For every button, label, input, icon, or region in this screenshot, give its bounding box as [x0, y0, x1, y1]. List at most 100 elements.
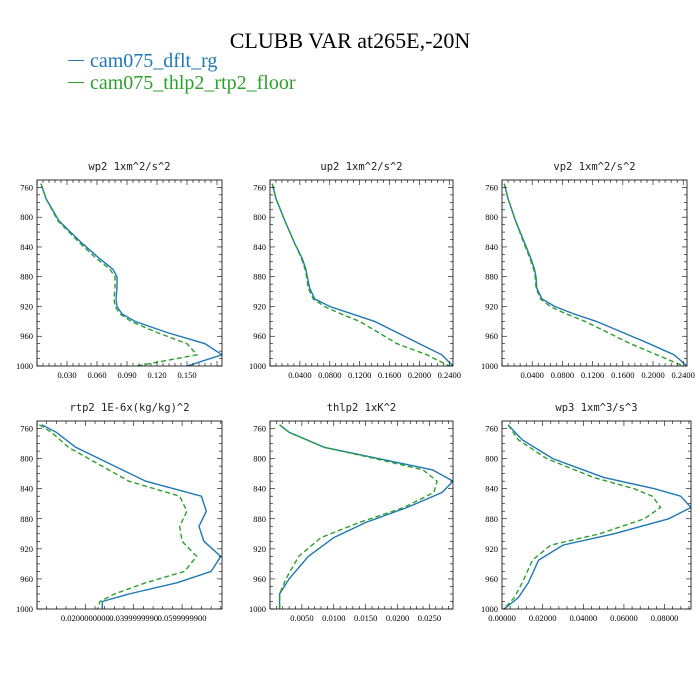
x-tick-label: 0.0150 [354, 613, 377, 623]
y-tick-label: 920 [485, 301, 498, 311]
legend-swatch-dflt [68, 59, 84, 61]
y-tick-label: 880 [253, 514, 266, 524]
y-tick-label: 880 [253, 272, 266, 282]
y-tick-label: 840 [485, 484, 498, 494]
x-tick-label: 0.0250 [418, 613, 441, 623]
y-tick-label: 960 [253, 331, 266, 341]
y-tick-label: 960 [485, 331, 498, 341]
y-tick-label: 760 [20, 182, 33, 192]
y-tick-label: 1000 [16, 361, 33, 371]
series-line-floor [271, 183, 450, 366]
x-tick-label: 0.0100 [322, 613, 345, 623]
x-tick-label: 0.030 [57, 370, 76, 380]
y-tick-label: 760 [485, 424, 498, 434]
y-tick-label: 800 [253, 454, 266, 464]
plot-frame [501, 179, 688, 367]
x-tick-label: 0.1200 [348, 370, 371, 380]
x-tick-label: 0.0400 [288, 370, 311, 380]
y-tick-label: 920 [485, 544, 498, 554]
y-tick-label: 880 [485, 272, 498, 282]
x-tick-label: 0.2000 [641, 370, 664, 380]
legend: cam075_dflt_rg cam075_thlp2_rtp2_floor [68, 50, 296, 94]
y-tick-label: 840 [20, 242, 33, 252]
y-tick-label: 1000 [249, 361, 266, 371]
x-tick-label: 0.08000 [651, 613, 679, 623]
y-tick-label: 960 [485, 574, 498, 584]
x-tick-label: 0.0400 [521, 370, 544, 380]
y-tick-label: 760 [253, 182, 266, 192]
x-tick-label: 0.150 [177, 370, 196, 380]
series-line-floor [40, 183, 199, 366]
y-tick-label: 840 [253, 242, 266, 252]
y-tick-label: 960 [20, 331, 33, 341]
panel-1: wp2 1xm^2/s^2 760 800 840 880 920 960 1000 0.030… [16, 161, 223, 380]
plot-frame [501, 420, 692, 610]
panel-2: up2 1xm^2/s^2 760 800 840 880 920 960 1000 0.040… [249, 161, 461, 380]
x-tick-label: 0.0399999990 [109, 613, 158, 623]
legend-entry-dflt: cam075_dflt_rg [68, 50, 296, 72]
y-tick-label: 800 [485, 454, 498, 464]
series-line-dflt [41, 424, 222, 609]
x-tick-label: 0.1200 [581, 370, 604, 380]
x-tick-label: 0.0050 [290, 613, 313, 623]
legend-label-floor: cam075_thlp2_rtp2_floor [90, 72, 296, 94]
panel-title: rtp2 1E-6x(kg/kg)^2 [69, 402, 189, 414]
x-tick-label: 0.120 [147, 370, 166, 380]
series-line-floor [503, 424, 662, 609]
y-tick-label: 840 [485, 242, 498, 252]
y-tick-label: 1000 [249, 604, 266, 614]
y-tick-label: 800 [20, 212, 33, 222]
plot-frame [269, 420, 454, 610]
chart-main-title: CLUBB VAR at265E,-20N [229, 28, 471, 53]
y-tick-label: 880 [20, 514, 33, 524]
x-tick-label: 0.00000 [488, 613, 516, 623]
plot-frame [36, 420, 223, 610]
x-tick-label: 0.2000 [408, 370, 431, 380]
series-line-dflt [271, 183, 453, 366]
y-tick-label: 760 [20, 424, 33, 434]
x-tick-label: 0.0599999900 [158, 613, 207, 623]
x-tick-label: 0.2400 [438, 370, 461, 380]
series-line-floor [278, 424, 438, 609]
panel-6: wp3 1xm^3/s^3 760 800 840 880 920 960 10000.000… [481, 402, 692, 623]
y-tick-label: 880 [20, 272, 33, 282]
y-tick-label: 760 [485, 182, 498, 192]
panel-title: vp2 1xm^2/s^2 [553, 161, 635, 173]
legend-swatch-floor [68, 81, 84, 83]
x-tick-label: 0.0200000000 [61, 613, 110, 623]
series-line-dflt [503, 424, 691, 609]
x-tick-label: 0.0800 [551, 370, 574, 380]
panel-title: up2 1xm^2/s^2 [320, 161, 402, 173]
y-tick-label: 840 [253, 484, 266, 494]
legend-entry-floor: cam075_thlp2_rtp2_floor [68, 72, 296, 94]
y-tick-label: 1000 [481, 361, 498, 371]
series-line-dflt [503, 183, 687, 366]
x-tick-label: 0.06000 [610, 613, 638, 623]
y-tick-label: 840 [20, 484, 33, 494]
y-tick-label: 760 [253, 424, 266, 434]
x-tick-label: 0.1600 [611, 370, 634, 380]
y-tick-label: 960 [253, 574, 266, 584]
panel-title: thlp2 1xK^2 [327, 402, 397, 414]
legend-label-dflt: cam075_dflt_rg [90, 50, 218, 72]
y-tick-label: 800 [20, 454, 33, 464]
x-tick-label: 0.0800 [318, 370, 341, 380]
panel-title: wp3 1xm^3/s^3 [555, 402, 637, 414]
x-tick-label: 0.02000 [529, 613, 557, 623]
y-tick-label: 880 [485, 514, 498, 524]
series-line-floor [503, 183, 684, 366]
x-tick-label: 0.1600 [378, 370, 401, 380]
y-tick-label: 920 [253, 301, 266, 311]
y-tick-label: 1000 [16, 604, 33, 614]
y-tick-label: 800 [485, 212, 498, 222]
series-line-floor [39, 424, 198, 609]
series-line-dflt [40, 183, 222, 366]
panel-title: wp2 1xm^2/s^2 [88, 161, 170, 173]
plot-frame [36, 179, 223, 367]
panel-5: thlp2 1xK^2 760 800 840 880 920 960 1000 0.0050 0… [249, 402, 454, 623]
y-tick-label: 920 [20, 301, 33, 311]
y-tick-label: 1000 [481, 604, 498, 614]
panel-4: rtp2 1E-6x(kg/kg)^2 760 800 840 880 920 960 100… [16, 402, 223, 623]
x-tick-label: 0.2400 [672, 370, 695, 380]
